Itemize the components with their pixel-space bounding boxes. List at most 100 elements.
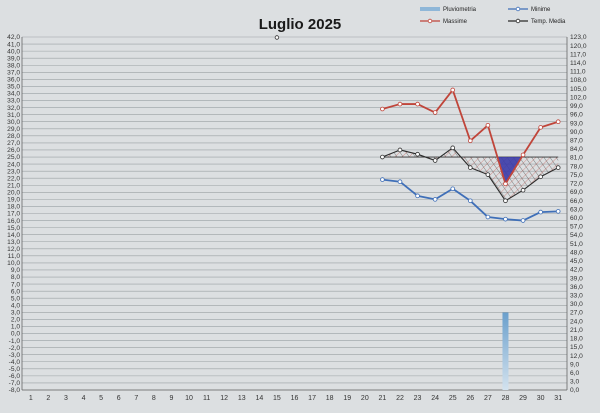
y-left-tick-label: 11,0: [8, 253, 21, 260]
y-left-tick-label: 10,0: [7, 260, 20, 267]
y-left-tick-label: -5,0: [9, 366, 21, 373]
y-left-tick-label: 29,0: [7, 126, 20, 133]
y-right-tick-label: 27,0: [570, 310, 583, 317]
legend-item: Pluviometria: [420, 7, 477, 13]
y-right-tick-label: 63,0: [570, 206, 583, 213]
y-left-tick-label: 38,0: [7, 62, 20, 69]
x-tick-label: 1: [29, 395, 33, 402]
y-left-tick-label: 24,0: [7, 161, 20, 168]
x-tick-label: 25: [449, 395, 457, 402]
x-tick-label: 3: [64, 395, 68, 402]
y-left-tick-label: 17,0: [7, 211, 20, 218]
series-point: [450, 145, 456, 151]
series-point: [450, 186, 456, 192]
chart-title: Luglio 2025: [259, 16, 342, 33]
y-left-tick-label: 37,0: [7, 70, 20, 77]
y-left-tick-label: 21,0: [7, 182, 20, 189]
stray-point: [274, 35, 280, 40]
y-left-tick-label: 22,0: [7, 175, 20, 182]
y-right-tick-label: 36,0: [570, 284, 583, 291]
y-left-tick-label: 30,0: [7, 119, 20, 126]
series-point: [432, 197, 438, 202]
y-left-tick-label: 31,0: [7, 112, 20, 119]
y-right-tick-label: 24,0: [570, 318, 583, 325]
y-left-tick-label: 27,0: [7, 140, 20, 147]
x-tick-label: 5: [99, 395, 103, 402]
y-left-tick-label: 12,0: [7, 246, 20, 253]
y-right-tick-label: 12,0: [570, 353, 583, 360]
series-point: [538, 174, 543, 180]
x-tick-label: 15: [273, 395, 281, 402]
series-point: [520, 152, 526, 158]
legend-label: Pluviometria: [443, 7, 477, 13]
x-tick-label: 8: [152, 395, 156, 402]
y-right-tick-label: 60,0: [570, 215, 583, 222]
x-tick-label: 18: [326, 395, 334, 402]
y-left-tick-label: 9,0: [11, 267, 20, 274]
y-right-tick-label: 123,0: [570, 34, 587, 41]
y-right-tick-label: 30,0: [570, 301, 583, 308]
y-right-tick-label: 21,0: [570, 327, 583, 334]
y-left-tick-label: 26,0: [7, 147, 20, 154]
series-point: [485, 214, 491, 220]
x-tick-label: 6: [117, 395, 121, 402]
series-point: [538, 209, 543, 215]
y-left-tick-label: 36,0: [7, 77, 20, 84]
y-right-tick-label: 18,0: [570, 336, 583, 343]
x-tick-label: 26: [466, 395, 474, 402]
y-left-tick-label: 18,0: [7, 204, 20, 211]
series-point: [432, 158, 438, 163]
y-left-tick-label: 41,0: [7, 41, 20, 48]
legend-marker: [515, 18, 521, 24]
series-point: [485, 122, 491, 128]
series-point: [468, 165, 473, 170]
x-tick-label: 2: [46, 395, 50, 402]
y-right-tick-label: 102,0: [570, 94, 587, 101]
y-left-tick-label: 8,0: [11, 274, 20, 281]
series-point: [503, 216, 508, 222]
x-tick-label: 12: [220, 395, 228, 402]
y-right-tick-label: 96,0: [570, 112, 583, 119]
y-left-tick-label: 4,0: [11, 302, 20, 309]
y-left-tick-label: 33,0: [7, 98, 20, 105]
legend-item: Temp. Media: [508, 18, 566, 25]
series-point: [555, 119, 561, 125]
legend-item: Minime: [508, 6, 551, 13]
y-left-tick-label: 3,0: [11, 310, 20, 317]
y-left-tick-label: 14,0: [7, 232, 20, 239]
y-right-tick-label: 87,0: [570, 138, 583, 145]
hatched-anomaly-band-warm: [382, 147, 559, 201]
y-left-tick-label: 5,0: [11, 295, 20, 302]
y-left-tick-label: 32,0: [7, 105, 20, 112]
y-right-tick-label: 9,0: [570, 361, 579, 368]
y-left-tick-label: -1,0: [9, 338, 21, 345]
y-left-tick-label: 1,0: [11, 324, 20, 331]
y-right-tick-label: 105,0: [570, 86, 587, 93]
y-right-tick-label: 72,0: [570, 181, 583, 188]
y-right-tick-label: 114,0: [570, 60, 586, 67]
series-point: [503, 198, 508, 204]
x-tick-label: 19: [343, 395, 351, 402]
series-point: [485, 172, 491, 177]
x-tick-label: 14: [255, 395, 263, 402]
series-point: [397, 147, 403, 153]
x-tick-label: 31: [554, 395, 562, 402]
y-left-tick-label: 2,0: [11, 317, 20, 324]
legend-label: Temp. Media: [531, 19, 566, 25]
y-right-tick-label: 39,0: [570, 275, 583, 282]
y-right-tick-label: 57,0: [570, 224, 583, 231]
y-right-tick-label: 93,0: [570, 120, 583, 127]
y-right-tick-label: 99,0: [570, 103, 583, 110]
y-right-tick-label: 3,0: [570, 379, 579, 386]
y-left-tick-label: 13,0: [7, 239, 20, 246]
y-left-tick-label: 25,0: [7, 154, 20, 161]
y-left-tick-label: 7,0: [11, 281, 20, 288]
y-right-tick-label: 6,0: [570, 370, 579, 377]
y-right-tick-label: 54,0: [570, 232, 583, 239]
y-right-tick-label: 69,0: [570, 189, 583, 196]
series-point: [468, 138, 473, 144]
y-left-tick-label: 15,0: [7, 225, 20, 232]
y-right-tick-label: 66,0: [570, 198, 583, 205]
series-point: [555, 165, 561, 170]
